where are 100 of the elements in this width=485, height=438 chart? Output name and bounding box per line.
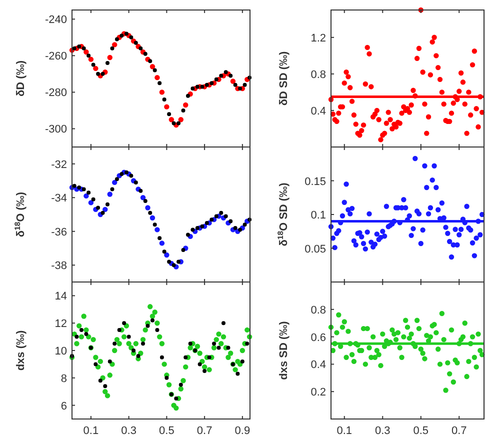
y-tick-label: 6	[60, 400, 67, 412]
x-tick-label: 0.5	[159, 425, 174, 437]
point	[245, 342, 250, 346]
point	[155, 328, 160, 332]
point	[82, 46, 86, 50]
y-tick-label: -36	[51, 226, 67, 238]
point	[178, 117, 184, 122]
y-tick-label: 1.2	[310, 32, 326, 44]
point	[195, 226, 200, 230]
x-tick-label: 0.7	[196, 425, 212, 437]
y-tick-label: 12	[54, 318, 67, 330]
point	[148, 210, 152, 215]
point	[184, 355, 188, 360]
point	[210, 218, 214, 222]
point	[114, 37, 119, 42]
point	[146, 324, 150, 328]
point	[122, 321, 126, 326]
y-tick-label: 0.05	[304, 243, 326, 256]
point	[200, 224, 204, 228]
point	[233, 82, 238, 87]
point	[236, 372, 240, 376]
y-tick-label: 0.1	[310, 210, 326, 222]
point	[74, 334, 79, 339]
point	[167, 260, 172, 264]
point	[178, 382, 183, 387]
point	[96, 72, 100, 76]
point	[202, 369, 207, 374]
point	[167, 112, 172, 116]
point	[134, 180, 138, 184]
point	[110, 46, 114, 50]
point	[181, 108, 186, 112]
point	[72, 46, 76, 50]
point	[98, 378, 102, 383]
point	[86, 190, 91, 195]
point	[100, 210, 105, 215]
y-tick-label: -300	[44, 124, 67, 136]
point	[117, 328, 122, 332]
y-tick-label: 14	[54, 290, 67, 303]
point	[124, 32, 128, 36]
point	[126, 334, 131, 339]
point	[129, 35, 134, 40]
point	[242, 82, 247, 87]
point	[138, 46, 143, 50]
point	[158, 236, 162, 240]
point	[138, 188, 143, 193]
point	[110, 187, 114, 192]
point	[204, 82, 209, 87]
point	[154, 227, 160, 232]
point	[79, 328, 84, 332]
point	[86, 54, 91, 58]
point	[207, 355, 212, 360]
point	[158, 81, 162, 86]
point	[102, 206, 108, 212]
point	[181, 248, 186, 252]
point	[190, 228, 195, 232]
point	[164, 104, 170, 110]
x-tick-label: 0.1	[336, 425, 352, 437]
x-tick-label: 0.7	[451, 425, 467, 437]
point	[84, 332, 88, 336]
point	[198, 362, 202, 366]
point	[186, 94, 190, 98]
point	[172, 121, 176, 126]
point	[124, 170, 128, 174]
point	[107, 54, 112, 60]
point	[176, 121, 181, 126]
point	[93, 66, 98, 72]
x-tick-label: 0.3	[374, 425, 390, 437]
point	[190, 86, 195, 91]
point	[221, 321, 226, 326]
point	[148, 59, 152, 64]
y-tick-label: -240	[44, 14, 67, 26]
point	[174, 396, 178, 400]
point	[112, 342, 117, 346]
point	[200, 84, 204, 89]
y-tick-label: 0.8	[310, 68, 326, 81]
point	[106, 202, 110, 206]
point	[228, 219, 233, 224]
point	[168, 117, 174, 122]
point	[176, 260, 181, 264]
point	[214, 77, 218, 82]
y-axis-title: dxs (‰)	[15, 330, 27, 371]
x-tick-label: 0.9	[234, 425, 250, 437]
point	[112, 180, 118, 186]
point	[210, 81, 214, 86]
point	[172, 263, 176, 268]
y-tick-label: -280	[44, 87, 67, 100]
point	[145, 205, 150, 210]
point	[238, 86, 242, 91]
point	[216, 346, 221, 350]
x-tick-label: 0.3	[121, 425, 136, 437]
point	[233, 226, 238, 230]
point	[91, 197, 96, 202]
y-tick-label: 0.6	[310, 332, 326, 344]
point	[242, 222, 247, 227]
point	[224, 214, 228, 218]
point	[108, 359, 112, 364]
point	[143, 52, 148, 56]
point	[226, 346, 230, 350]
point	[103, 384, 108, 388]
point	[228, 74, 233, 78]
